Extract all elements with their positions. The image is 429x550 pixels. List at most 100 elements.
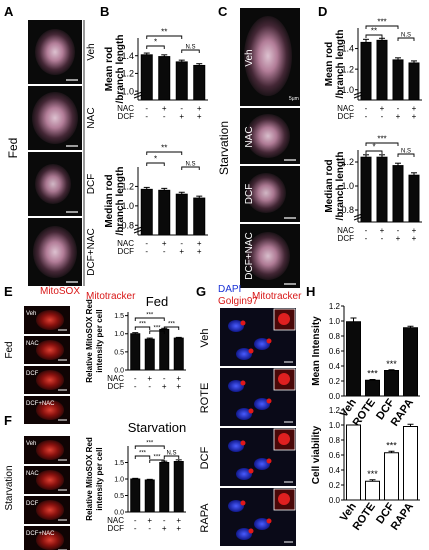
significance-label: ** [161, 28, 167, 37]
treatment-mark-nac: + [147, 374, 152, 383]
significance-label: * [154, 38, 157, 47]
bar [130, 478, 141, 513]
tile-label: NAC [26, 471, 39, 477]
treatment-mark-dcf: - [148, 382, 151, 391]
significance-bracket [146, 35, 183, 39]
significance-bracket [365, 150, 383, 154]
panel-label-f: F [4, 413, 12, 428]
y-tick-label: 0.0 [114, 509, 124, 516]
significance-label: ** [161, 144, 167, 153]
bar [158, 56, 171, 101]
treatment-row-label-nac: NAC [117, 104, 134, 113]
golgi-signal [266, 458, 272, 464]
micrograph-tile-dcf-fed [28, 152, 82, 216]
y-tick-label: 0.2 [329, 377, 341, 386]
chart-d-median: 0.8 1.0 1.2 Median rod/branch length **** N.S… [324, 135, 422, 243]
panel-label-e: E [4, 284, 13, 299]
y-tick-label: 1.2 [341, 64, 354, 74]
treatment-mark-dcf: + [176, 524, 181, 533]
treatment-mark-dcf: + [412, 234, 417, 243]
micrograph-tile-veh-starv: 5μm [240, 8, 300, 106]
tile-label: DCF [26, 501, 39, 507]
treatment-mark-dcf: + [396, 112, 401, 121]
side-label-dcf-a: DCF [86, 174, 97, 195]
bar [384, 452, 399, 501]
y-tick-label: 0.0 [329, 392, 341, 401]
y-axis-title: /branch length [335, 152, 346, 221]
nucleus [228, 500, 244, 512]
significance-bracket [397, 153, 415, 157]
significance-label: N.S [166, 451, 176, 457]
y-tick-label: 0.8 [121, 220, 134, 230]
significance-label: *** [377, 135, 386, 144]
panel-label-h: H [306, 284, 315, 299]
y-tick-label: 1.5 [114, 460, 124, 467]
bar [360, 156, 372, 223]
treatment-mark-nac: - [180, 104, 183, 113]
treatment-mark-dcf: + [162, 524, 167, 533]
cell-signal [36, 470, 64, 490]
significance-bracket [134, 317, 165, 321]
condition-label-fed-e: Fed [4, 341, 15, 358]
treatment-mark-nac: + [380, 226, 385, 235]
significance-label: N.S [401, 149, 411, 155]
significance-bracket [365, 142, 399, 146]
significance-bracket [365, 34, 383, 38]
y-tick-label: 0.4 [329, 362, 341, 371]
significance-bracket [365, 25, 399, 29]
y-tick-label: 1.0 [114, 331, 124, 338]
y-tick-label: 1.0 [121, 201, 134, 211]
micrograph-tile-dcf-starv [240, 166, 300, 222]
y-tick-label: 1.0 [341, 181, 354, 191]
significance-label: *** [377, 18, 386, 27]
treatment-mark-dcf: - [365, 234, 368, 243]
bar [346, 321, 361, 397]
cell-signal [36, 400, 64, 420]
bar [140, 54, 153, 101]
treatment-mark-dcf: - [148, 524, 151, 533]
significance-label: *** [386, 359, 397, 369]
dapi-label: DAPI [218, 284, 241, 295]
condition-label-starvation: Starvation [217, 121, 231, 175]
significance-label: *** [139, 322, 147, 328]
significance-label: *** [153, 326, 161, 332]
y-tick-label: 0.6 [329, 347, 341, 356]
tile-label: DCF [26, 371, 39, 377]
nucleus [236, 348, 252, 360]
panel-label-c: C [218, 4, 228, 19]
golgi-signal [240, 440, 246, 446]
bar [346, 424, 361, 501]
y-tick-label: 0.8 [341, 205, 354, 215]
treatment-mark-nac: + [176, 516, 181, 525]
y-tick-label: 1.4 [121, 51, 134, 61]
y-tick-label: 0.6 [329, 451, 341, 460]
treatment-mark-dcf: - [134, 382, 137, 391]
treatment-row-label-dcf: DCF [118, 112, 135, 121]
tile-label: Veh [26, 441, 36, 447]
treatment-mark-nac: + [412, 104, 417, 113]
treatment-mark-nac: - [397, 104, 400, 113]
y-axis-title: Median rod [104, 174, 115, 227]
bar [376, 156, 388, 223]
micrograph-tile-dcfnac-starv [240, 224, 300, 288]
bar [130, 333, 141, 371]
panel-label-d: D [318, 4, 327, 19]
nucleus [236, 528, 252, 540]
treatment-mark-nac: - [365, 226, 368, 235]
bar [365, 379, 380, 397]
inset-golgi [278, 373, 290, 385]
golgi-signal [266, 338, 272, 344]
y-axis-title: intensity per cell [95, 309, 104, 372]
micrograph-tile-veh-fed [28, 20, 82, 84]
bar [159, 462, 170, 513]
bar [175, 193, 188, 236]
side-label-veh-a: Veh [86, 43, 97, 60]
tile-side-label: RAPA [199, 503, 211, 533]
treatment-mark-nac: + [162, 239, 167, 248]
chart-title: Starvation [128, 420, 187, 435]
treatment-mark-nac: + [197, 104, 202, 113]
significance-bracket [149, 459, 165, 463]
bar [193, 197, 206, 236]
y-tick-label: 0.8 [329, 436, 341, 445]
